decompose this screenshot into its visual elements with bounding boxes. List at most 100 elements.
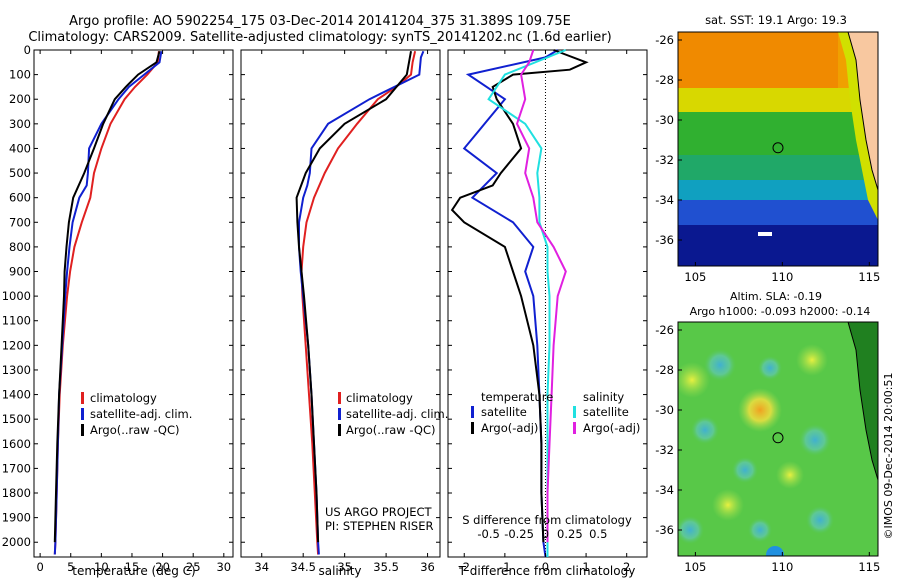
legend-header-temperature: temperature bbox=[481, 390, 553, 404]
depth-tick-label: 1800 bbox=[2, 486, 31, 500]
sst-field-green bbox=[678, 112, 878, 162]
series-line-satellite bbox=[487, 49, 567, 557]
sla-high bbox=[712, 489, 744, 521]
legend-label-climatology: climatology bbox=[346, 391, 413, 405]
map-lat-tick-label: -30 bbox=[655, 403, 674, 417]
s-tick-label: 0.25 bbox=[557, 527, 583, 541]
profile-legend: climatology satellite-adj. clim. Argo(..… bbox=[338, 391, 448, 437]
s-tick-label: 0.5 bbox=[589, 527, 607, 541]
sla-low bbox=[678, 516, 704, 544]
depth-tick-label: 1300 bbox=[2, 363, 31, 377]
sst-map bbox=[678, 32, 878, 266]
depth-tick-label: 1100 bbox=[2, 314, 31, 328]
series-line-argoadj bbox=[450, 49, 589, 543]
legend-swatch-climatology bbox=[81, 392, 84, 404]
sst-map-frame bbox=[677, 31, 879, 267]
project-note-line-1: US ARGO PROJECT bbox=[325, 505, 433, 519]
depth-tick-label: 1400 bbox=[2, 388, 31, 402]
sla-map-title-line-1: Altim. SLA: -0.19 bbox=[730, 290, 822, 303]
legend-label-satellite: satellite-adj. clim. bbox=[346, 407, 448, 421]
map-lat-tick-label: -34 bbox=[655, 193, 674, 207]
sst-field-orange bbox=[678, 32, 838, 92]
legend-label-argo: Argo(..raw -QC) bbox=[346, 423, 436, 437]
sla-map-frame bbox=[677, 321, 879, 557]
map-lon-tick-label: 115 bbox=[858, 270, 880, 284]
land-australia bbox=[848, 32, 878, 190]
legend-label-satellite: satellite-adj. clim. bbox=[90, 407, 192, 421]
legend-label-t-satellite: satellite bbox=[481, 405, 527, 419]
land-australia bbox=[848, 322, 878, 480]
legend-swatch-argo bbox=[81, 424, 84, 436]
sla-high bbox=[678, 362, 710, 398]
x-tick-label: -2 bbox=[459, 560, 470, 574]
sla-high bbox=[738, 388, 782, 432]
coastline bbox=[847, 322, 878, 481]
map-lat-tick-label: -30 bbox=[655, 113, 674, 127]
t-difference-axis-label: T difference from climatology bbox=[458, 564, 636, 578]
depth-tick-label: 1000 bbox=[2, 289, 31, 303]
legend-label-s-argo: Argo(-adj) bbox=[583, 421, 640, 435]
map-lon-tick-label: 110 bbox=[771, 270, 793, 284]
depth-tick-label: 2000 bbox=[2, 535, 31, 549]
s-tick-label: -0.25 bbox=[504, 527, 534, 541]
depth-tick-label: 1200 bbox=[2, 338, 31, 352]
map-lon-tick-label: 110 bbox=[771, 560, 793, 574]
legend-swatch-satellite bbox=[81, 408, 84, 420]
x-tick-label: 35.5 bbox=[373, 560, 399, 574]
float-marker bbox=[772, 432, 784, 444]
legend-swatch-s-satellite bbox=[573, 406, 576, 418]
x-tick-label: 2 bbox=[623, 560, 630, 574]
sla-low bbox=[732, 457, 758, 483]
depth-tick-label: 1600 bbox=[2, 437, 31, 451]
title-line-2: Climatology: CARS2009. Satellite-adjuste… bbox=[28, 30, 612, 45]
depth-tick-label: 800 bbox=[9, 240, 31, 254]
depth-tick-label: 900 bbox=[9, 265, 31, 279]
sst-missing-patch bbox=[758, 232, 772, 236]
map-lat-tick-label: -34 bbox=[655, 483, 674, 497]
float-marker bbox=[772, 142, 784, 154]
x-tick-label: 34.5 bbox=[290, 560, 316, 574]
legend-swatch-argo bbox=[338, 424, 341, 436]
project-note-line-2: PI: STEPHEN RISER bbox=[325, 519, 434, 533]
map-lat-tick-label: -26 bbox=[655, 323, 674, 337]
x-tick-label: 34 bbox=[254, 560, 269, 574]
temperature-axis-label: temperature (deg C) bbox=[72, 564, 195, 578]
x-tick-label: 25 bbox=[186, 560, 201, 574]
legend-label-argo: Argo(..raw -QC) bbox=[90, 423, 180, 437]
sst-map-title: sat. SST: 19.1 Argo: 19.3 bbox=[705, 13, 847, 27]
depth-tick-label: 600 bbox=[9, 191, 31, 205]
sla-low bbox=[704, 349, 736, 381]
map-lon-tick-label: 105 bbox=[684, 270, 706, 284]
map-lat-tick-label: -36 bbox=[655, 523, 674, 537]
map-lat-tick-label: -32 bbox=[655, 153, 674, 167]
legend-label-t-argo: Argo(-adj) bbox=[481, 421, 538, 435]
sla-low bbox=[806, 506, 834, 534]
plot-frame bbox=[33, 49, 234, 558]
x-tick-label: 1 bbox=[582, 560, 589, 574]
sla-high bbox=[776, 461, 804, 489]
legend-swatch-s-argo bbox=[573, 422, 576, 434]
map-lat-tick-label: -36 bbox=[655, 233, 674, 247]
depth-tick-label: 0 bbox=[24, 43, 31, 57]
legend-swatch-climatology bbox=[338, 392, 341, 404]
coastline bbox=[847, 32, 878, 191]
depth-tick-label: 700 bbox=[9, 215, 31, 229]
x-tick-label: 36 bbox=[420, 560, 435, 574]
series-line-argorawqc bbox=[295, 51, 412, 543]
x-tick-label: 30 bbox=[216, 560, 231, 574]
s-difference-axis-label: S difference from climatology bbox=[462, 513, 632, 527]
depth-tick-label: 500 bbox=[9, 166, 31, 180]
legend-header-salinity: salinity bbox=[583, 390, 624, 404]
difference-profile-plot: -2 -1 0 1 2 -0.5 -0.25 0 0.25 0.5 T difference fr… bbox=[447, 49, 648, 578]
x-tick-label: 5 bbox=[67, 560, 74, 574]
depth-tick-label: 200 bbox=[9, 92, 31, 106]
sla-low bbox=[748, 518, 772, 542]
sla-high bbox=[796, 344, 828, 376]
depth-tick-label: 100 bbox=[9, 68, 31, 82]
map-lon-tick-label: 115 bbox=[858, 560, 880, 574]
temperature-profile-plot: 0100200300400500600700800900100011001200… bbox=[2, 43, 234, 578]
sla-map bbox=[678, 322, 878, 556]
title-line-1: Argo profile: AO 5902254_175 03-Dec-2014… bbox=[69, 14, 571, 29]
